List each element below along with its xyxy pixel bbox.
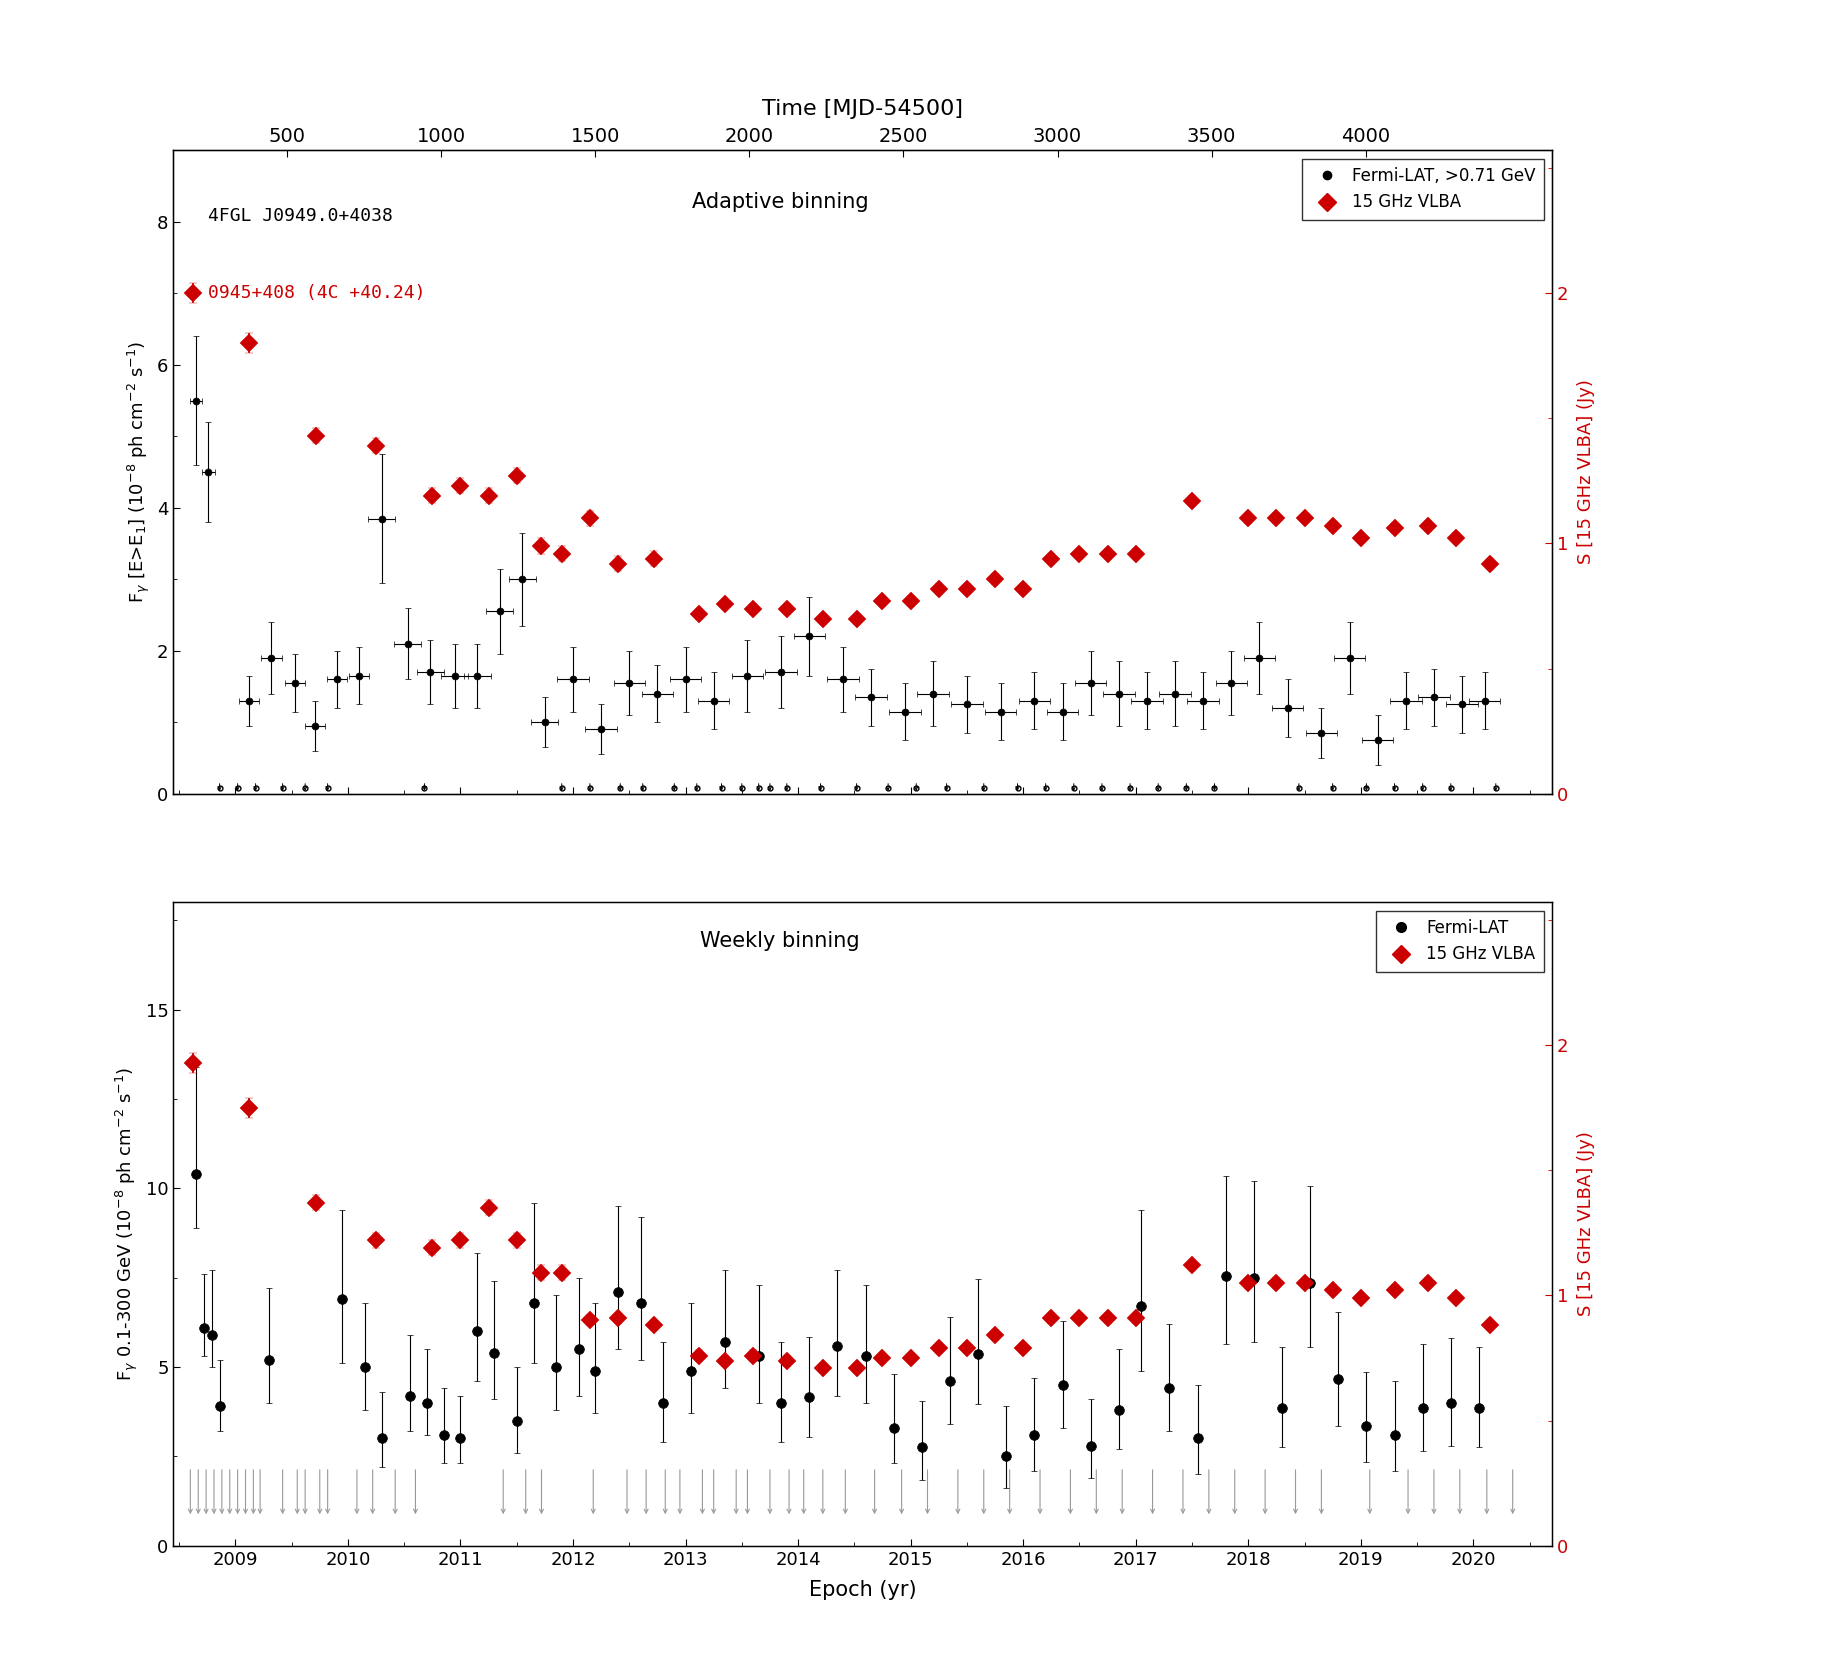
Text: Adaptive binning: Adaptive binning xyxy=(692,192,869,212)
X-axis label: Epoch (yr): Epoch (yr) xyxy=(809,1579,917,1599)
Y-axis label: F$_\gamma$ 0.1-300 GeV $(10^{-8}$ ph cm$^{-2}$ s$^{-1})$: F$_\gamma$ 0.1-300 GeV $(10^{-8}$ ph cm$… xyxy=(113,1066,141,1382)
Text: 4FGL J0949.0+4038: 4FGL J0949.0+4038 xyxy=(208,207,393,226)
Text: 0945+408 (4C +40.24): 0945+408 (4C +40.24) xyxy=(208,284,425,302)
X-axis label: Time [MJD-54500]: Time [MJD-54500] xyxy=(761,99,964,119)
Y-axis label: F$_\gamma$ [E>E$_1$] $(10^{-8}$ ph cm$^{-2}$ s$^{-1})$: F$_\gamma$ [E>E$_1$] $(10^{-8}$ ph cm$^{… xyxy=(126,341,152,603)
Legend: Fermi-LAT, >0.71 GeV, 15 GHz VLBA: Fermi-LAT, >0.71 GeV, 15 GHz VLBA xyxy=(1302,159,1543,219)
Y-axis label: S [15 GHz VLBA] (Jy): S [15 GHz VLBA] (Jy) xyxy=(1578,379,1594,565)
Legend: Fermi-LAT, 15 GHz VLBA: Fermi-LAT, 15 GHz VLBA xyxy=(1377,911,1543,971)
Y-axis label: S [15 GHz VLBA] (Jy): S [15 GHz VLBA] (Jy) xyxy=(1578,1131,1594,1317)
Text: Weekly binning: Weekly binning xyxy=(699,931,860,951)
